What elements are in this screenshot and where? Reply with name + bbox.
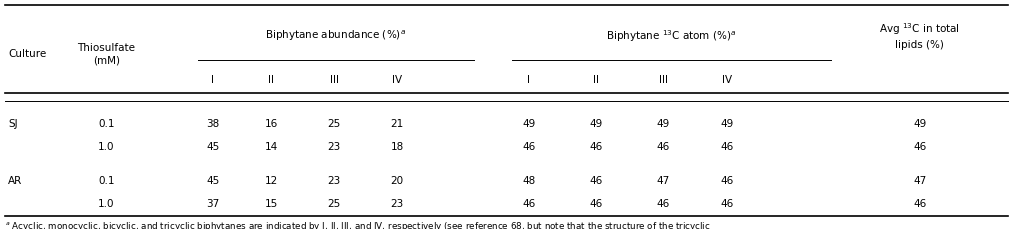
Text: 47: 47	[656, 175, 671, 185]
Text: 49: 49	[720, 119, 734, 129]
Text: 23: 23	[327, 175, 341, 185]
Text: II: II	[268, 75, 275, 85]
Text: Culture: Culture	[8, 49, 47, 59]
Text: Biphytane $^{13}$C atom (%)$^{a}$: Biphytane $^{13}$C atom (%)$^{a}$	[606, 28, 736, 43]
Text: 49: 49	[589, 119, 603, 129]
Text: 46: 46	[522, 198, 536, 208]
Text: 25: 25	[327, 119, 341, 129]
Text: 25: 25	[327, 198, 341, 208]
Text: 14: 14	[264, 142, 279, 152]
Text: 46: 46	[589, 198, 603, 208]
Text: 23: 23	[390, 198, 404, 208]
Text: 46: 46	[589, 175, 603, 185]
Text: 18: 18	[390, 142, 404, 152]
Text: III: III	[330, 75, 338, 85]
Text: 46: 46	[720, 198, 734, 208]
Text: III: III	[659, 75, 668, 85]
Text: 46: 46	[522, 142, 536, 152]
Text: 21: 21	[390, 119, 404, 129]
Text: IV: IV	[722, 75, 732, 85]
Text: 0.1: 0.1	[98, 175, 114, 185]
Text: 0.1: 0.1	[98, 119, 114, 129]
Text: Thiosulfate
(mM): Thiosulfate (mM)	[77, 43, 136, 65]
Text: Biphytane abundance (%)$^{a}$: Biphytane abundance (%)$^{a}$	[265, 28, 406, 43]
Text: 46: 46	[913, 142, 927, 152]
Text: 46: 46	[656, 198, 671, 208]
Text: 46: 46	[656, 142, 671, 152]
Text: 46: 46	[720, 175, 734, 185]
Text: 37: 37	[206, 198, 220, 208]
Text: 46: 46	[589, 142, 603, 152]
Text: 1.0: 1.0	[98, 142, 114, 152]
Text: 16: 16	[264, 119, 279, 129]
Text: I: I	[212, 75, 214, 85]
Text: 48: 48	[522, 175, 536, 185]
Text: 45: 45	[206, 175, 220, 185]
Text: 49: 49	[913, 119, 927, 129]
Text: II: II	[593, 75, 599, 85]
Text: IV: IV	[392, 75, 402, 85]
Text: 46: 46	[913, 198, 927, 208]
Text: 38: 38	[206, 119, 220, 129]
Text: I: I	[528, 75, 530, 85]
Text: $^{a}$ Acyclic, monocyclic, bicyclic, and tricyclic biphytanes are indicated by : $^{a}$ Acyclic, monocyclic, bicyclic, an…	[5, 219, 711, 229]
Text: 1.0: 1.0	[98, 198, 114, 208]
Text: 12: 12	[264, 175, 279, 185]
Text: 20: 20	[391, 175, 403, 185]
Text: 23: 23	[327, 142, 341, 152]
Text: 49: 49	[656, 119, 671, 129]
Text: AR: AR	[8, 175, 22, 185]
Text: 15: 15	[264, 198, 279, 208]
Text: 49: 49	[522, 119, 536, 129]
Text: 46: 46	[720, 142, 734, 152]
Text: 45: 45	[206, 142, 220, 152]
Text: Avg $^{13}$C in total
lipids (%): Avg $^{13}$C in total lipids (%)	[879, 22, 960, 49]
Text: SJ: SJ	[8, 119, 18, 129]
Text: 47: 47	[913, 175, 927, 185]
